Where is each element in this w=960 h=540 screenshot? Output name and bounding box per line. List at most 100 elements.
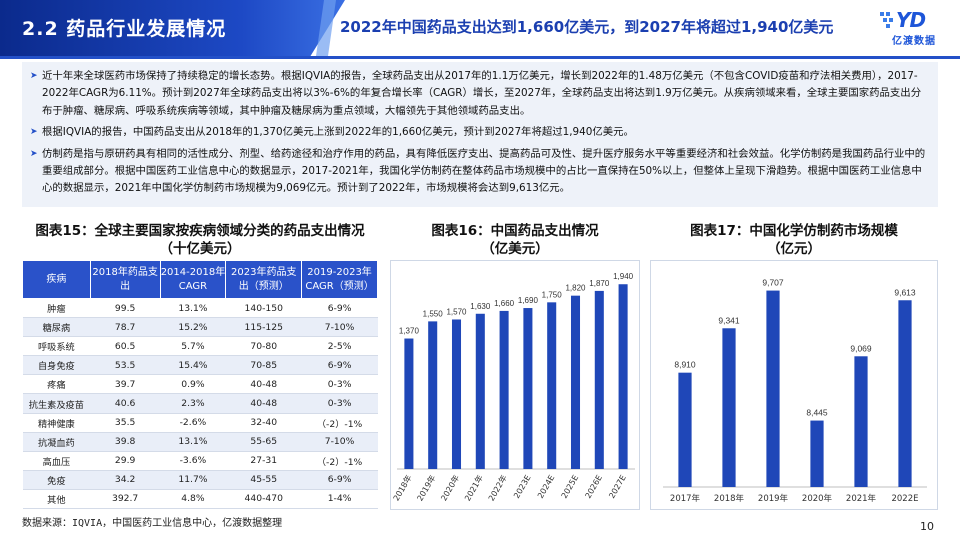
table-row: 高血压 29.9 -3.6% 27-31 （-2）-1%	[22, 451, 378, 471]
value-cell: 11.7%	[160, 470, 226, 490]
disease-cell: 精神健康	[22, 413, 91, 433]
value-cell: 27-31	[225, 451, 302, 471]
value-cell: 13.1%	[160, 298, 226, 319]
bar	[547, 302, 557, 469]
logo-mark: YD	[896, 8, 926, 32]
value-cell: 392.7	[90, 489, 161, 510]
chart17-svg: 8,910 2017年 9,341 2018年 9,707 2019年 8,445 2020年…	[663, 278, 927, 504]
bar-value-label: 1,750	[542, 290, 563, 299]
bar	[404, 338, 414, 469]
x-tick-label: 2021年	[846, 493, 877, 504]
bar-value-label: 1,550	[423, 309, 444, 318]
x-tick-label: 2026E	[584, 474, 605, 501]
x-tick-label: 2022年	[486, 473, 509, 503]
summary-bullet-text: 近十年来全球医药市场保持了持续稳定的增长态势。根据IQVIA的报告，全球药品支出…	[42, 70, 922, 117]
chart17-panel: 8,910 2017年 9,341 2018年 9,707 2019年 8,445 2020年…	[650, 260, 938, 510]
value-cell: 53.5	[90, 355, 161, 376]
column-header: 2014-2018年CAGR	[159, 260, 227, 299]
x-tick-label: 2018年	[714, 493, 745, 504]
bar-value-label: 9,341	[718, 315, 740, 325]
bar	[499, 310, 509, 469]
section-title: 2.2 药品行业发展情况	[22, 18, 227, 40]
section-title-banner	[0, 0, 345, 56]
value-cell: 6-9%	[301, 470, 378, 490]
column-header: 2019-2023年CAGR（预测）	[301, 260, 378, 299]
x-tick-label: 2023E	[512, 474, 533, 501]
value-cell: 55-65	[225, 432, 302, 452]
page-number: 10	[920, 520, 934, 533]
table-row: 疼痛 39.7 0.9% 40-48 0-3%	[22, 374, 378, 395]
bar	[722, 328, 736, 487]
value-cell: 35.5	[90, 413, 161, 433]
value-cell: 2-5%	[301, 336, 378, 357]
disease-cell: 免疫	[22, 470, 91, 490]
bar-value-label: 9,613	[894, 287, 916, 297]
x-tick-label: 2018年	[391, 473, 414, 503]
value-cell: 13.1%	[160, 432, 226, 452]
table-title: 图表15：全球主要国家按疾病领域分类的药品支出情况 （十亿美元）	[22, 222, 378, 258]
x-tick-label: 2021年	[462, 473, 485, 503]
bar	[451, 319, 462, 469]
value-cell: 0.9%	[160, 374, 226, 395]
value-cell: 140-150	[225, 298, 302, 319]
bullet-arrow-icon: ➤	[30, 148, 38, 159]
logo-dots-icon	[880, 12, 900, 28]
bar-value-label: 9,069	[850, 343, 872, 353]
bar	[594, 290, 604, 469]
bar-value-label: 1,690	[518, 296, 539, 305]
chart16-title-line2: （亿美元）	[481, 241, 549, 257]
table-row: 免疫 34.2 11.7% 45-55 6-9%	[22, 470, 378, 490]
bar	[570, 295, 581, 469]
column-header: 疾病	[22, 260, 91, 299]
bar	[766, 290, 780, 487]
summary-bullet: ➤ 根据IQVIA的报告，中国药品支出从2018年的1,370亿美元上涨到202…	[30, 124, 928, 141]
summary-bullet: ➤ 仿制药是指与原研药具有相同的活性成分、剂型、给药途径和治疗作用的药品，具有降…	[30, 146, 928, 198]
x-tick-label: 2027E	[607, 474, 628, 501]
disease-spending-table: 疾病 2018年药品支出 2014-2018年CAGR 2023年药品支出（预测…	[22, 260, 378, 510]
value-cell: 4.8%	[160, 489, 226, 510]
x-tick-label: 2022E	[891, 494, 918, 504]
value-cell: 40.6	[90, 393, 161, 414]
value-cell: 39.7	[90, 374, 161, 395]
bar-value-label: 8,910	[674, 360, 696, 370]
value-cell: 6-9%	[301, 298, 378, 319]
x-tick-label: 2024E	[536, 474, 557, 501]
bar	[854, 356, 868, 487]
x-tick-label: 2020年	[438, 473, 461, 503]
value-cell: 15.4%	[160, 355, 226, 376]
bar	[428, 321, 438, 469]
value-cell: 2.3%	[160, 393, 226, 414]
table-row: 精神健康 35.5 -2.6% 32-40 （-2）-1%	[22, 413, 378, 433]
table-row: 呼吸系统 60.5 5.7% 70-80 2-5%	[22, 336, 378, 357]
bar	[678, 372, 692, 487]
value-cell: 7-10%	[301, 432, 378, 452]
x-tick-label: 2020年	[802, 493, 833, 504]
table-row: 抗凝血药 39.8 13.1% 55-65 7-10%	[22, 432, 378, 452]
bar-value-label: 8,445	[806, 408, 828, 418]
slide-header: 2.2 药品行业发展情况 2022年中国药品支出达到1,660亿美元，到2027…	[0, 0, 960, 56]
table-body: 肿瘤 99.5 13.1% 140-150 6-9% 糖尿病 78.7 15.2% 115-12…	[22, 298, 378, 510]
value-cell: 7-10%	[301, 317, 378, 338]
value-cell: 440-470	[225, 489, 302, 510]
value-cell: 1-4%	[301, 489, 378, 510]
column-header: 2018年药品支出	[89, 260, 161, 299]
value-cell: 6-9%	[301, 355, 378, 376]
bullet-arrow-icon: ➤	[30, 71, 38, 81]
bar-value-label: 1,660	[494, 299, 515, 308]
value-cell: （-2）-1%	[301, 451, 378, 471]
table-row: 其他 392.7 4.8% 440-470 1-4%	[22, 489, 378, 510]
value-cell: 40-48	[225, 374, 302, 395]
value-cell: 0-3%	[301, 374, 378, 395]
value-cell: 40-48	[225, 393, 302, 414]
value-cell: 32-40	[225, 413, 302, 433]
slide-headline: 2022年中国药品支出达到1,660亿美元，到2027年将超过1,940亿美元	[340, 18, 834, 36]
value-cell: -2.6%	[160, 413, 226, 433]
table-title-line2: （十亿美元）	[159, 241, 241, 257]
bar	[475, 313, 485, 469]
value-cell: 0-3%	[301, 393, 378, 414]
value-cell: 45-55	[225, 470, 302, 490]
table-header-row: 疾病 2018年药品支出 2014-2018年CAGR 2023年药品支出（预测…	[22, 260, 378, 299]
disease-cell: 抗凝血药	[22, 432, 91, 452]
chart17-title-line2: （亿元）	[767, 241, 821, 257]
bar-value-label: 1,630	[470, 302, 491, 311]
